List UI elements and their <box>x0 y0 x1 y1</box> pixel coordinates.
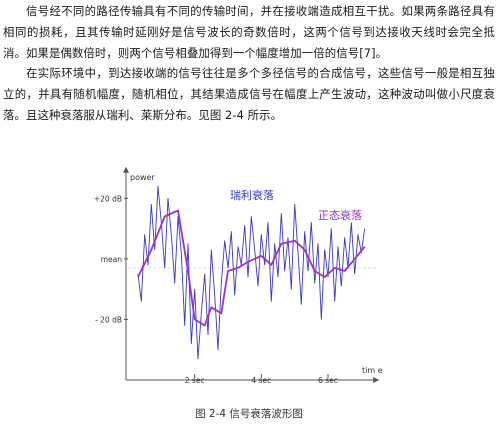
y-tick-label: - 20 dB <box>95 315 122 324</box>
x-tick-group: 2 sec 4 sec 6 sec <box>185 374 338 385</box>
lognormal-annotation: 正态衰落 <box>318 208 362 222</box>
y-tick-label: +20 dB <box>94 194 122 203</box>
y-tick-group: +20 dB mean - 20 dB <box>94 194 128 324</box>
lognormal-fading-line <box>137 209 366 327</box>
x-axis-label: tim e <box>362 366 383 375</box>
x-tick-label: 4 sec <box>251 376 271 385</box>
series-layer <box>137 185 366 360</box>
rayleigh-annotation: 瑞利衰落 <box>230 188 274 202</box>
paragraph-1: 信号经不同的路径传输具有不同的传输时间，并在接收端造成相互干扰。如果两条路径具有… <box>3 4 495 60</box>
figure-caption: 图 2-4 信号衰落波形图 <box>195 408 303 420</box>
rayleigh-fading-line <box>137 185 366 360</box>
y-axis-label: power <box>130 173 155 182</box>
y-tick-label: mean <box>101 255 123 264</box>
x-tick-label: 2 sec <box>185 376 205 385</box>
paragraph-2: 在实际环境中，到达接收端的信号往往是多个多径信号的合成信号，这些信号一般是相互独… <box>3 66 495 122</box>
x-tick-label: 6 sec <box>318 376 338 385</box>
